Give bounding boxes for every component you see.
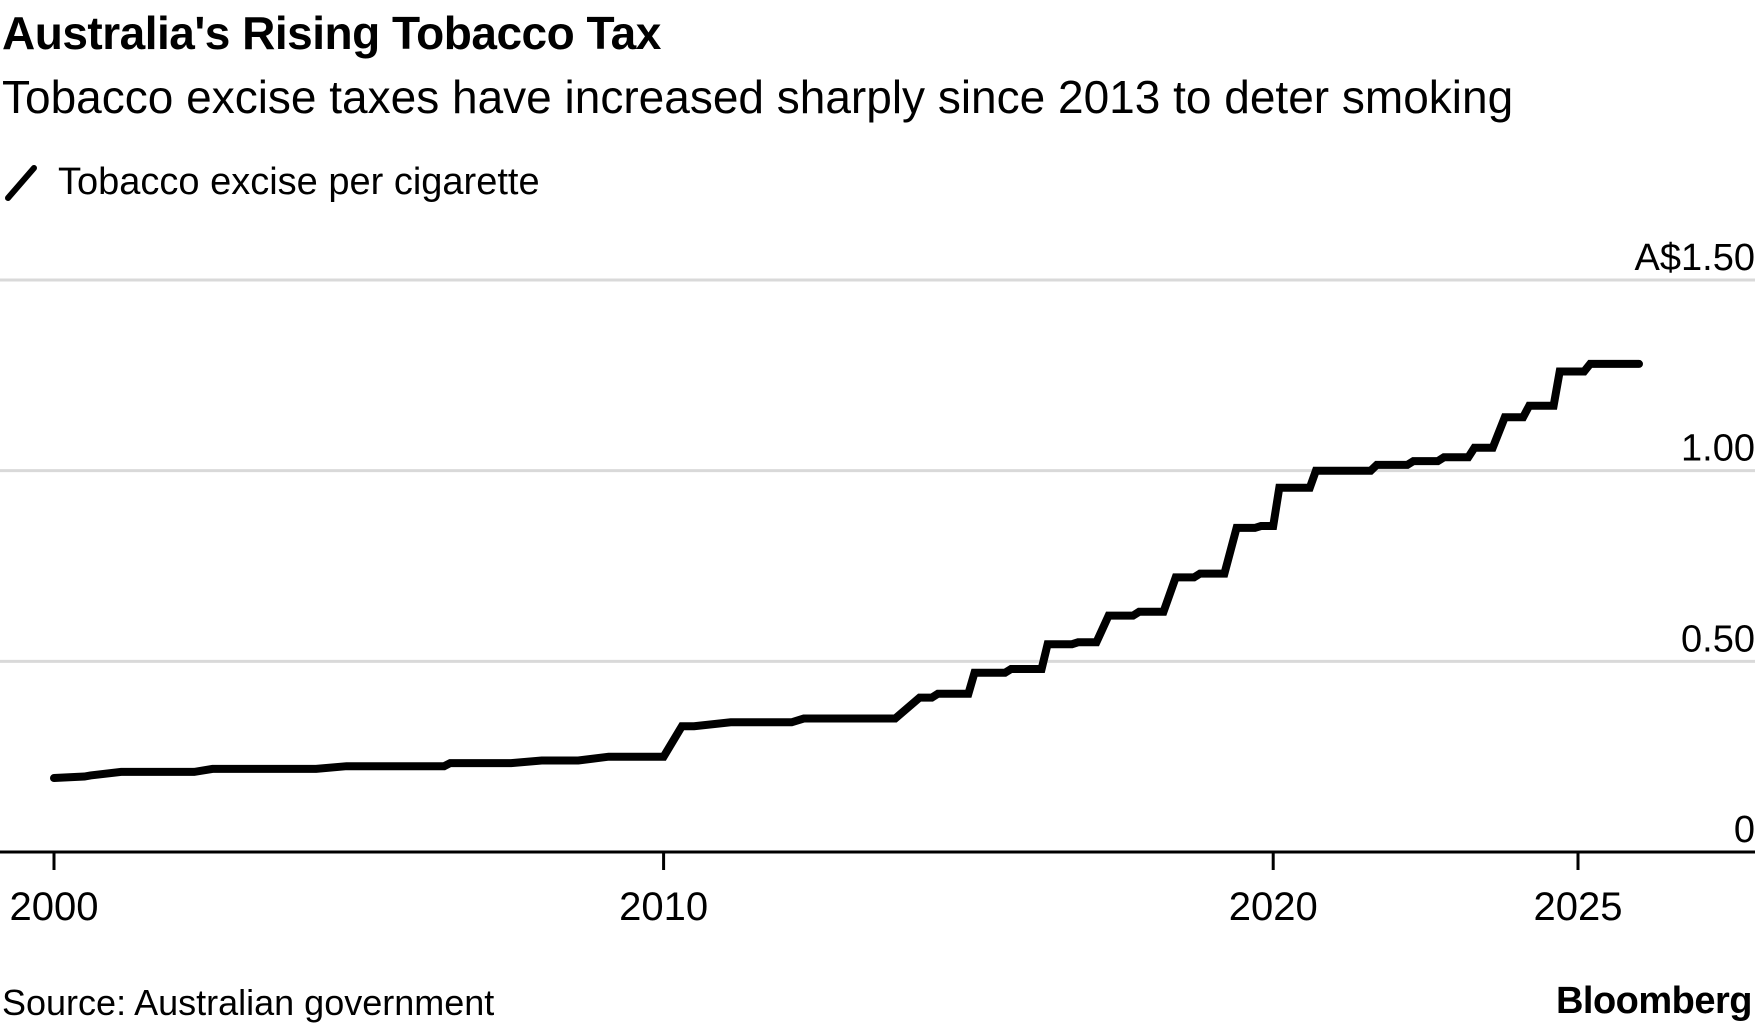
chart-title: Australia's Rising Tobacco Tax [2,7,661,59]
y-tick-label: 1.00 [1681,428,1755,470]
y-tick-label: A$1.50 [1635,237,1755,279]
series-line-0 [50,359,1643,782]
source-note: Source: Australian government [2,982,495,1023]
legend-label: Tobacco excise per cigarette [58,160,540,203]
x-tick-label: 2000 [10,885,99,929]
x-tick-label: 2010 [619,885,708,929]
chart-subtitle: Tobacco excise taxes have increased shar… [2,71,1514,123]
x-tick-label: 2025 [1534,885,1623,929]
x-tick-label: 2020 [1229,885,1318,929]
legend: Tobacco excise per cigarette [2,160,540,204]
y-tick-label: 0.50 [1681,618,1755,660]
y-tick-label: 0 [1734,809,1755,851]
brand-logo: Bloomberg [1555,980,1753,1022]
legend-line-swatch [5,165,37,201]
